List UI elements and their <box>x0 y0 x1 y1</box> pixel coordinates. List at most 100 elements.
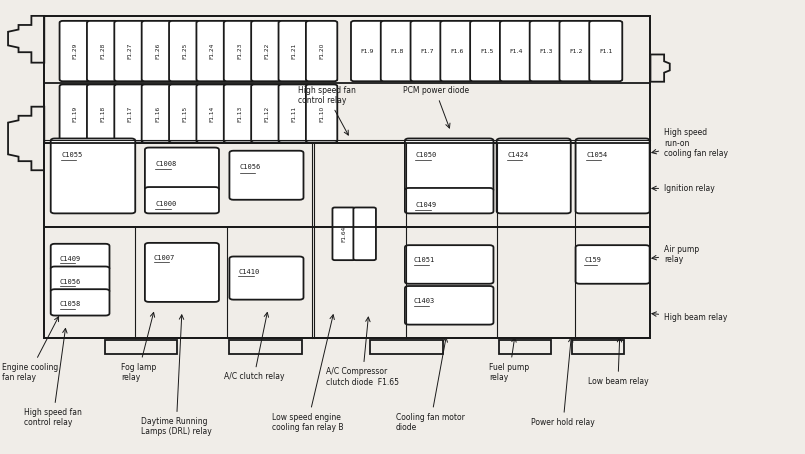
Text: Cooling fan motor
diode: Cooling fan motor diode <box>396 337 465 432</box>
Text: F1.22: F1.22 <box>264 43 270 59</box>
Text: PCM power diode: PCM power diode <box>402 86 469 128</box>
Text: F1.23: F1.23 <box>237 43 242 59</box>
Polygon shape <box>8 107 44 170</box>
Bar <box>105 340 177 354</box>
Text: F1.26: F1.26 <box>155 43 160 59</box>
Text: C1409: C1409 <box>60 256 80 262</box>
FancyBboxPatch shape <box>576 245 650 284</box>
FancyBboxPatch shape <box>576 138 650 213</box>
FancyBboxPatch shape <box>60 84 91 143</box>
Text: Low beam relay: Low beam relay <box>588 338 648 386</box>
Text: High beam relay: High beam relay <box>652 312 728 322</box>
Bar <box>229 340 302 354</box>
FancyBboxPatch shape <box>497 138 571 213</box>
Text: Air pump
relay: Air pump relay <box>652 245 700 264</box>
Bar <box>499 340 551 354</box>
Text: F1.10: F1.10 <box>319 105 324 122</box>
Text: F1.13: F1.13 <box>237 105 242 122</box>
Text: F1.64: F1.64 <box>341 226 346 242</box>
Text: C1056: C1056 <box>60 279 80 285</box>
Text: F1.21: F1.21 <box>291 43 297 59</box>
Text: Power hold relay: Power hold relay <box>531 337 595 427</box>
Text: High speed
run-on
cooling fan relay: High speed run-on cooling fan relay <box>652 128 729 158</box>
Text: Low speed engine
cooling fan relay B: Low speed engine cooling fan relay B <box>272 315 344 432</box>
FancyBboxPatch shape <box>405 138 493 192</box>
Bar <box>44 16 650 338</box>
Text: F1.19: F1.19 <box>72 105 78 122</box>
Text: High speed fan
control relay: High speed fan control relay <box>24 328 82 427</box>
Text: F1.15: F1.15 <box>182 105 188 122</box>
FancyBboxPatch shape <box>405 286 493 325</box>
Bar <box>370 340 443 354</box>
Text: C1051: C1051 <box>414 257 435 263</box>
Text: C1054: C1054 <box>586 152 607 158</box>
Polygon shape <box>8 16 44 63</box>
Text: C1410: C1410 <box>238 269 259 275</box>
FancyBboxPatch shape <box>224 21 255 81</box>
FancyBboxPatch shape <box>51 244 109 270</box>
FancyBboxPatch shape <box>500 21 533 81</box>
FancyBboxPatch shape <box>251 84 283 143</box>
Text: Daytime Running
Lamps (DRL) relay: Daytime Running Lamps (DRL) relay <box>141 315 212 436</box>
Text: F1.29: F1.29 <box>72 43 78 59</box>
FancyBboxPatch shape <box>145 243 219 302</box>
Bar <box>572 340 624 354</box>
FancyBboxPatch shape <box>196 84 228 143</box>
FancyBboxPatch shape <box>51 266 109 293</box>
FancyBboxPatch shape <box>279 84 310 143</box>
FancyBboxPatch shape <box>530 21 563 81</box>
Text: F1.4: F1.4 <box>510 49 523 54</box>
Text: C1058: C1058 <box>60 301 80 307</box>
FancyBboxPatch shape <box>51 138 135 213</box>
Text: F1.16: F1.16 <box>155 105 160 122</box>
Text: F1.24: F1.24 <box>209 43 215 59</box>
Text: F1.11: F1.11 <box>291 105 297 122</box>
Text: C159: C159 <box>584 257 601 263</box>
Text: C1007: C1007 <box>154 255 175 261</box>
FancyBboxPatch shape <box>440 21 473 81</box>
Text: F1.2: F1.2 <box>569 49 583 54</box>
FancyBboxPatch shape <box>332 207 355 260</box>
Text: F1.6: F1.6 <box>450 49 464 54</box>
FancyBboxPatch shape <box>411 21 444 81</box>
Text: F1.12: F1.12 <box>264 105 270 122</box>
Text: F1.9: F1.9 <box>361 49 374 54</box>
FancyBboxPatch shape <box>224 84 255 143</box>
Text: F1.17: F1.17 <box>127 105 133 122</box>
FancyBboxPatch shape <box>169 21 200 81</box>
Text: F1.8: F1.8 <box>390 49 404 54</box>
FancyBboxPatch shape <box>145 187 219 213</box>
FancyBboxPatch shape <box>279 21 310 81</box>
Text: C1403: C1403 <box>414 298 435 304</box>
Polygon shape <box>650 54 670 82</box>
Text: A/C clutch relay: A/C clutch relay <box>224 312 284 381</box>
FancyBboxPatch shape <box>145 148 219 191</box>
Text: C1050: C1050 <box>415 152 436 158</box>
FancyBboxPatch shape <box>405 245 493 284</box>
FancyBboxPatch shape <box>229 151 303 200</box>
Text: Fuel pump
relay: Fuel pump relay <box>489 337 530 382</box>
FancyBboxPatch shape <box>114 84 146 143</box>
Text: F1.20: F1.20 <box>319 43 324 59</box>
FancyBboxPatch shape <box>229 257 303 300</box>
FancyBboxPatch shape <box>589 21 622 81</box>
FancyBboxPatch shape <box>306 84 337 143</box>
Text: F1.28: F1.28 <box>100 43 105 59</box>
Text: C1056: C1056 <box>240 164 261 170</box>
Text: Ignition relay: Ignition relay <box>652 184 715 193</box>
Text: C1055: C1055 <box>61 152 82 158</box>
Text: High speed fan
control relay: High speed fan control relay <box>298 86 356 135</box>
FancyBboxPatch shape <box>353 207 376 260</box>
FancyBboxPatch shape <box>87 21 118 81</box>
Text: C1000: C1000 <box>155 201 176 207</box>
Text: A/C Compressor
clutch diode  F1.65: A/C Compressor clutch diode F1.65 <box>326 317 399 386</box>
FancyBboxPatch shape <box>142 84 173 143</box>
FancyBboxPatch shape <box>60 21 91 81</box>
FancyBboxPatch shape <box>306 21 337 81</box>
FancyBboxPatch shape <box>169 84 200 143</box>
FancyBboxPatch shape <box>351 21 384 81</box>
Text: C1424: C1424 <box>507 152 528 158</box>
Text: C1049: C1049 <box>415 202 436 207</box>
FancyBboxPatch shape <box>87 84 118 143</box>
FancyBboxPatch shape <box>142 21 173 81</box>
